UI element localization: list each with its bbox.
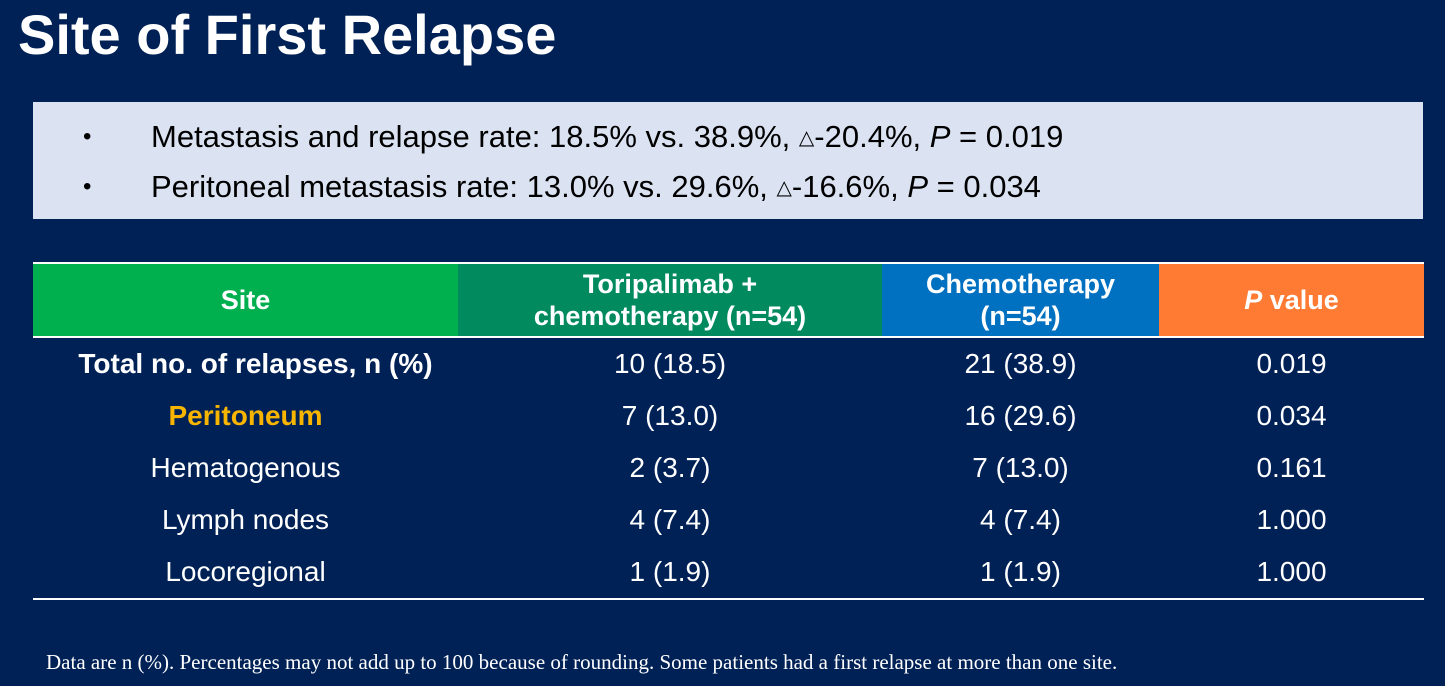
header-p-italic: P: [1244, 285, 1263, 315]
table-header-row: Site Toripalimab + chemotherapy (n=54) Ch…: [33, 262, 1424, 338]
header-chemotherapy-line2: (n=54): [980, 301, 1061, 331]
summary-item: • Metastasis and relapse rate: 18.5% vs.…: [33, 117, 1423, 157]
cell-site: Total no. of relapses, n (%): [78, 348, 433, 379]
header-toripalimab-line2: chemotherapy (n=54): [533, 301, 807, 331]
cell-site: Locoregional: [33, 546, 458, 600]
cell-site: Peritoneum: [168, 400, 323, 431]
page-title: Site of First Relapse: [18, 3, 557, 66]
cell-toripalimab: 2 (3.7): [629, 452, 711, 483]
header-site: Site: [33, 262, 458, 338]
cell-p-value: 1.000: [1159, 546, 1424, 600]
delta-triangle-icon: △: [798, 127, 815, 149]
summary-text: Metastasis and relapse rate: 18.5% vs. 3…: [151, 117, 1063, 158]
cell-chemotherapy: 7 (13.0): [972, 452, 1069, 483]
footnote: Data are n (%). Percentages may not add …: [46, 650, 1118, 674]
summary-p-label: P: [929, 119, 951, 154]
cell-chemotherapy: 1 (1.9): [882, 546, 1159, 600]
cell-p-value: 1.000: [1256, 504, 1327, 535]
summary-p-value: = 0.034: [928, 169, 1041, 204]
table-row: Total no. of relapses, n (%) 10 (18.5) 2…: [33, 337, 1424, 390]
header-p-rest: value: [1262, 285, 1339, 315]
summary-box: • Metastasis and relapse rate: 18.5% vs.…: [33, 102, 1423, 219]
cell-toripalimab: 4 (7.4): [629, 504, 711, 535]
cell-chemotherapy: 21 (38.9): [964, 348, 1077, 379]
delta-triangle-icon: △: [776, 177, 792, 199]
relapse-table: Site Toripalimab + chemotherapy (n=54) Ch…: [33, 262, 1424, 600]
summary-p-label: P: [907, 169, 929, 204]
table-row: Hematogenous 2 (3.7) 7 (13.0) 0.161: [33, 442, 1424, 494]
header-toripalimab-line1: Toripalimab +: [582, 269, 758, 299]
bullet-icon: •: [83, 123, 92, 150]
table-row: Lymph nodes 4 (7.4) 4 (7.4) 1.000: [33, 494, 1424, 546]
cell-site: Hematogenous: [150, 452, 341, 483]
cell-site: Lymph nodes: [161, 504, 330, 535]
cell-chemotherapy: 16 (29.6): [964, 400, 1077, 431]
summary-delta: -20.4%,: [814, 119, 930, 154]
summary-p-value: = 0.019: [950, 119, 1064, 154]
cell-p-value: 0.161: [1256, 452, 1327, 483]
summary-text-pre: Metastasis and relapse rate: 18.5% vs. 3…: [151, 119, 799, 154]
cell-p-value: 0.034: [1256, 400, 1327, 431]
header-p-value: P value: [1159, 262, 1424, 338]
table-row: Peritoneum 7 (13.0) 16 (29.6) 0.034: [33, 390, 1424, 442]
header-toripalimab: Toripalimab + chemotherapy (n=54): [458, 262, 882, 338]
cell-chemotherapy: 4 (7.4): [980, 504, 1061, 535]
table-row: Locoregional 1 (1.9) 1 (1.9) 1.000: [33, 546, 1424, 600]
header-chemotherapy-line1: Chemotherapy: [925, 269, 1116, 299]
summary-item: • Peritoneal metastasis rate: 13.0% vs. …: [33, 167, 1423, 207]
bullet-icon: •: [83, 173, 92, 200]
summary-text: Peritoneal metastasis rate: 13.0% vs. 29…: [151, 167, 1041, 208]
summary-text-pre: Peritoneal metastasis rate: 13.0% vs. 29…: [151, 169, 777, 204]
cell-p-value: 0.019: [1256, 348, 1327, 379]
summary-delta: -16.6%,: [791, 169, 908, 204]
cell-toripalimab: 7 (13.0): [621, 400, 719, 431]
header-chemotherapy: Chemotherapy (n=54): [882, 262, 1159, 338]
cell-toripalimab: 1 (1.9): [458, 546, 882, 600]
cell-toripalimab: 10 (18.5): [613, 348, 727, 379]
